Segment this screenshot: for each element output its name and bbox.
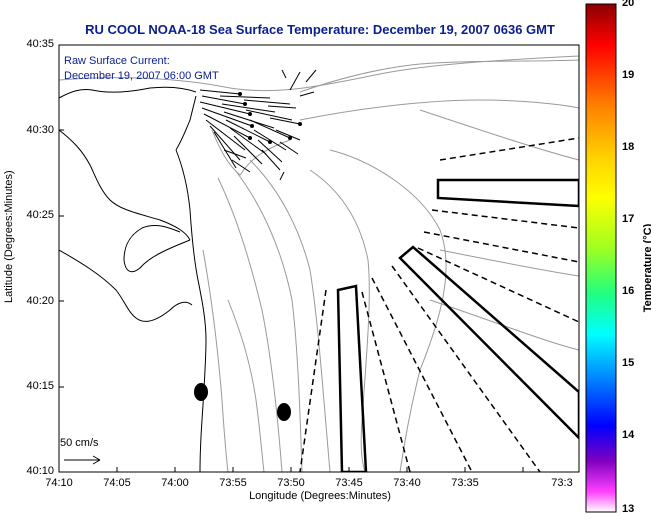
x-tick-label: 73:50 (277, 477, 305, 489)
colorbar-tick: 19 (622, 69, 635, 81)
scale-arrow (64, 455, 101, 465)
current-label-title: Raw Surface Current: (64, 55, 170, 67)
surface-current-vectors (199, 69, 317, 181)
scale-label: 50 cm/s (60, 437, 99, 449)
colorbar (585, 3, 617, 513)
colorbar-label: Temperature (°C) (642, 223, 651, 313)
bathymetry-contours (59, 55, 579, 472)
y-tick-label: 40:20 (26, 295, 54, 307)
y-tick-label: 40:15 (26, 380, 54, 392)
x-tick-label: 74:05 (103, 477, 131, 489)
y-axis-label: Latitude (Degrees:Minutes) (3, 170, 15, 303)
y-tick-label: 40:25 (26, 209, 54, 221)
x-tick-label: 73:55 (219, 477, 247, 489)
colorbar-tick: 20 (622, 0, 635, 9)
colorbar-tick: 14 (622, 429, 635, 441)
x-tick-label: 73:3 (551, 477, 573, 489)
station-marker (194, 383, 208, 401)
plot-content (59, 55, 579, 472)
colorbar-tick: 17 (622, 213, 635, 225)
y-tick-label: 40:35 (26, 38, 54, 50)
x-tick-label: 73:35 (451, 477, 479, 489)
x-tick-label: 74:00 (161, 477, 189, 489)
x-tick-label: 74:10 (45, 477, 73, 489)
survey-boxes (336, 178, 579, 472)
colorbar-tick: 18 (622, 141, 635, 153)
coastline (59, 86, 207, 472)
x-tick-label: 73:45 (335, 477, 363, 489)
x-tick-label: 73:40 (393, 477, 421, 489)
colorbar-tick: 15 (622, 357, 635, 369)
colorbar-tick: 13 (622, 503, 635, 515)
survey-dashed-lines (299, 137, 579, 472)
colorbar-tick: 16 (622, 285, 635, 297)
axis-ticks (58, 44, 524, 473)
station-marker (277, 403, 291, 421)
map-title: RU COOL NOAA-18 Sea Surface Temperature:… (85, 22, 555, 37)
current-label-date: December 19, 2007 06:00 GMT (64, 70, 219, 82)
y-tick-label: 40:30 (26, 124, 54, 136)
y-tick-label: 40:10 (26, 465, 54, 477)
plot-frame (58, 44, 580, 473)
x-axis-label: Longitude (Degrees:Minutes) (249, 490, 391, 502)
